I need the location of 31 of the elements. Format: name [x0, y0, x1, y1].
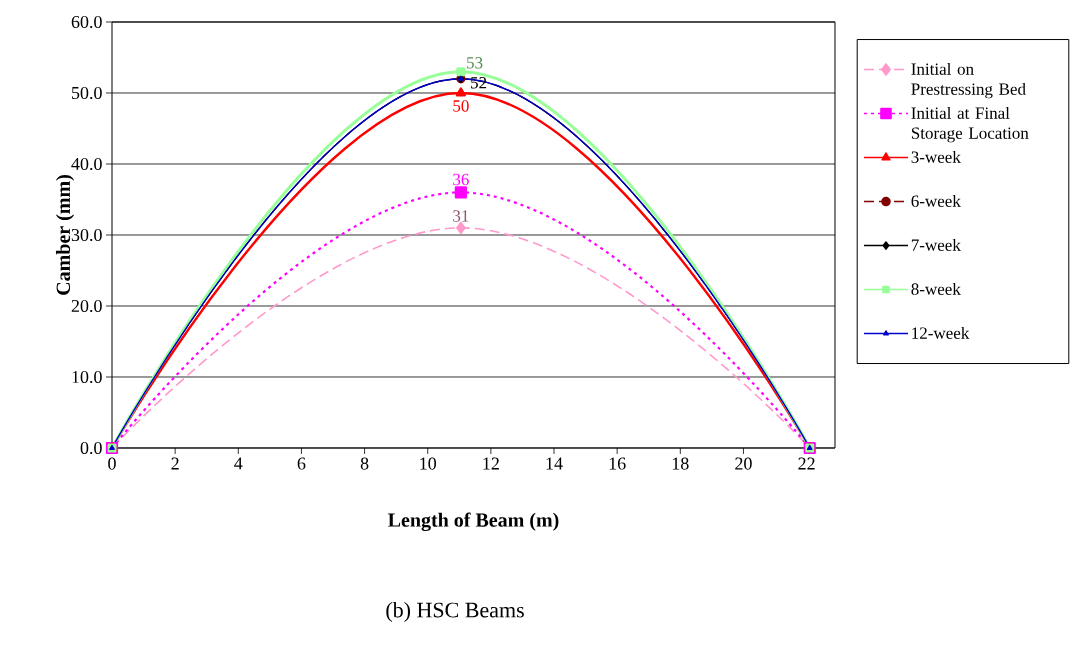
x-tick-label: 2: [171, 457, 179, 470]
text: (b) HSC Beams: [386, 602, 524, 622]
x-tick-label: 10: [420, 457, 437, 470]
x-tick-label: 0: [108, 457, 116, 470]
y-tick-label: 20.0: [71, 299, 102, 313]
x-tick-label: 4: [234, 457, 243, 470]
data-label: 31: [453, 210, 469, 222]
x-tick-label: 22: [798, 457, 815, 470]
x-tick-label: 16: [609, 457, 626, 470]
legend-label: 3-week: [911, 150, 961, 163]
legend-label: Initial at Final Storage Location: [911, 106, 1029, 143]
y-tick-label: 10.0: [72, 370, 102, 384]
legend-label: Initial on Prestressing Bed: [911, 62, 1026, 99]
data-label: 50: [453, 100, 469, 112]
x-tick-label: 8: [360, 457, 369, 470]
x-tick-label: 14: [546, 457, 563, 470]
data-label: 36: [453, 173, 469, 186]
y-tick-label: 0.0: [80, 441, 102, 455]
x-tick-label: 12: [483, 457, 499, 470]
legend-label: 7-week: [911, 238, 961, 251]
legend-label: 12-week: [912, 326, 970, 339]
data-label: 53: [467, 57, 483, 69]
x-axis-title: Length of Beam (m): [388, 512, 559, 532]
legend-label: 8-week: [911, 282, 961, 295]
y-tick-label: 50.0: [72, 86, 102, 100]
x-tick-label: 6: [297, 457, 306, 470]
legend-label: 6-week: [911, 194, 961, 207]
x-tick-label: 18: [672, 457, 689, 470]
x-tick-label: 20: [735, 457, 752, 470]
y-tick-label: 60.0: [71, 15, 102, 29]
y-tick-label: 40.0: [71, 157, 102, 171]
